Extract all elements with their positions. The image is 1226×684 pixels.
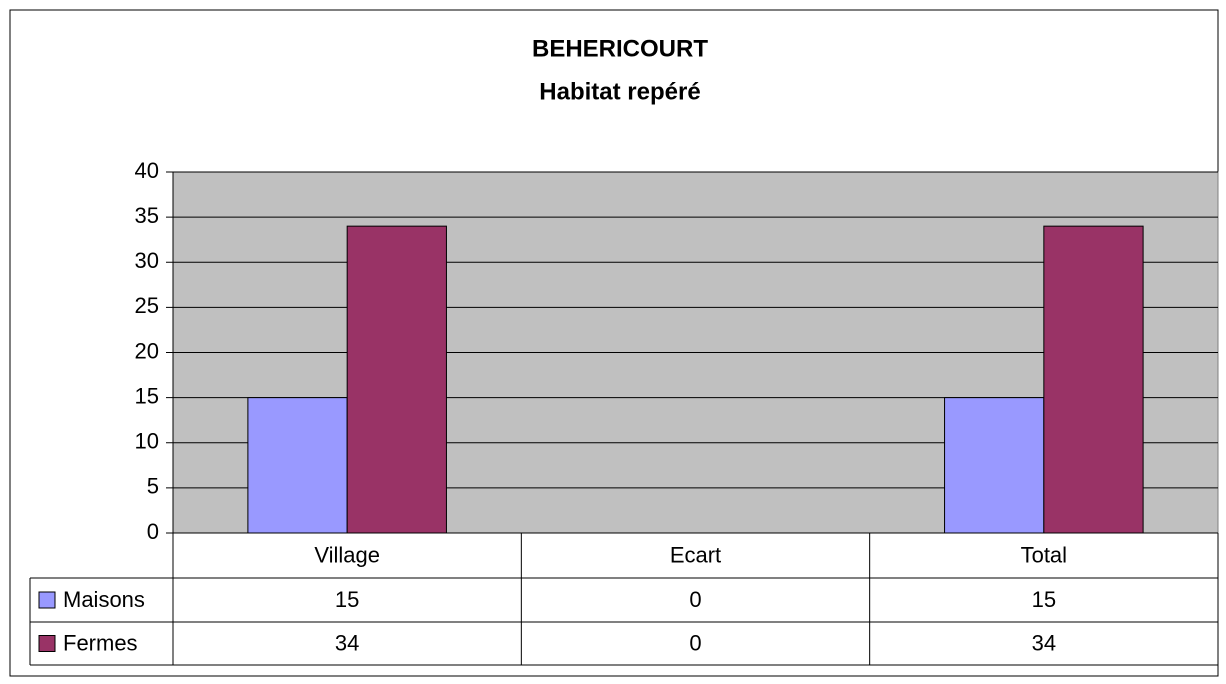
bar: [1043, 225, 1144, 534]
chart-title: BEHERICOURT: [532, 35, 708, 62]
legend-swatch: [38, 635, 56, 652]
y-tick-label: 5: [147, 474, 159, 499]
x-tick-label: Village: [314, 542, 380, 567]
x-tick-label: Ecart: [670, 542, 721, 567]
y-tick-label: 40: [135, 158, 159, 183]
y-tick-label: 0: [147, 519, 159, 544]
bar: [944, 397, 1045, 534]
y-tick-label: 15: [135, 383, 159, 408]
table-value: 0: [689, 630, 701, 655]
legend-label: Maisons: [63, 587, 145, 612]
table-value: 34: [1032, 630, 1056, 655]
legend-label: Fermes: [63, 630, 138, 655]
y-tick-label: 10: [135, 429, 159, 454]
x-tick-label: Total: [1021, 542, 1067, 567]
bar: [346, 225, 447, 534]
bar: [247, 397, 348, 534]
legend-swatch: [38, 591, 56, 609]
y-tick-label: 25: [135, 293, 159, 318]
table-value: 34: [335, 630, 359, 655]
y-tick-label: 35: [135, 203, 159, 228]
chart-subtitle: Habitat repéré: [539, 78, 700, 105]
table-value: 15: [1032, 587, 1056, 612]
y-tick-label: 30: [135, 248, 159, 273]
table-value: 15: [335, 587, 359, 612]
table-value: 0: [689, 587, 701, 612]
y-tick-label: 20: [135, 338, 159, 363]
